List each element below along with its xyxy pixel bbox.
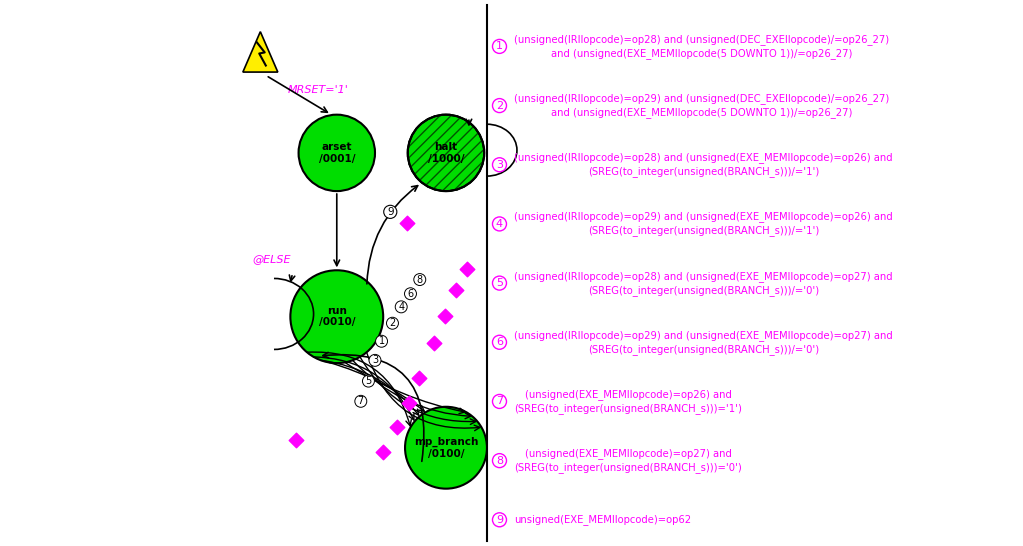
- Text: 4: 4: [496, 219, 503, 229]
- Circle shape: [299, 115, 375, 191]
- Text: 1: 1: [496, 41, 503, 51]
- Text: 9: 9: [496, 515, 503, 525]
- Text: arset
/0001/: arset /0001/: [318, 142, 355, 164]
- Text: 7: 7: [496, 396, 503, 406]
- Text: 2: 2: [390, 318, 396, 328]
- Text: 5: 5: [365, 376, 371, 386]
- Text: 8: 8: [416, 275, 422, 284]
- Text: MRSET='1': MRSET='1': [287, 85, 349, 95]
- Circle shape: [405, 407, 487, 489]
- Circle shape: [408, 115, 484, 191]
- Text: 9: 9: [387, 207, 394, 217]
- Text: (unsigned(IRIIopcode)=op28) and (unsigned(EXE_MEMIIopcode)=op27) and
(SREG(to_in: (unsigned(IRIIopcode)=op28) and (unsigne…: [515, 271, 893, 295]
- Point: [426, 339, 442, 347]
- Text: 8: 8: [496, 455, 503, 466]
- Point: [401, 399, 417, 407]
- Text: 1: 1: [379, 336, 385, 346]
- Point: [287, 435, 304, 444]
- Text: halt
/1000/: halt /1000/: [428, 142, 464, 164]
- Text: 6: 6: [407, 289, 413, 299]
- Text: @ELSE: @ELSE: [252, 254, 291, 264]
- Text: 5: 5: [496, 278, 503, 288]
- Text: 2: 2: [496, 100, 503, 111]
- Point: [448, 286, 464, 295]
- Text: 3: 3: [496, 160, 503, 170]
- Point: [437, 311, 453, 320]
- Text: 6: 6: [496, 337, 503, 347]
- Text: (unsigned(IRIIopcode)=op29) and (unsigned(EXE_MEMIIopcode)=op26) and
(SREG(to_in: (unsigned(IRIIopcode)=op29) and (unsigne…: [515, 211, 893, 236]
- Text: run
/0010/: run /0010/: [318, 306, 355, 328]
- Text: 4: 4: [398, 302, 404, 312]
- Text: (unsigned(IRIIopcode)=op28) and (unsigned(EXE_MEMIIopcode)=op26) and
(SREG(to_in: (unsigned(IRIIopcode)=op28) and (unsigne…: [515, 152, 893, 177]
- Circle shape: [291, 270, 384, 363]
- Point: [458, 264, 475, 273]
- Point: [375, 448, 392, 456]
- Point: [389, 423, 405, 431]
- Text: (unsigned(EXE_MEMIIopcode)=op27) and
(SREG(to_integer(unsigned(BRANCH_s)))='0'): (unsigned(EXE_MEMIIopcode)=op27) and (SR…: [515, 448, 742, 473]
- Text: (unsigned(EXE_MEMIIopcode)=op26) and
(SREG(to_integer(unsigned(BRANCH_s)))='1'): (unsigned(EXE_MEMIIopcode)=op26) and (SR…: [515, 389, 742, 414]
- Point: [399, 218, 415, 227]
- Polygon shape: [242, 32, 278, 72]
- Text: (unsigned(IRIIopcode)=op28) and (unsigned(DEC_EXEIIopcode)/=op26_27)
and (unsign: (unsigned(IRIIopcode)=op28) and (unsigne…: [515, 34, 889, 59]
- Text: (unsigned(IRIIopcode)=op29) and (unsigned(DEC_EXEIIopcode)/=op26_27)
and (unsign: (unsigned(IRIIopcode)=op29) and (unsigne…: [515, 93, 889, 118]
- Text: (unsigned(IRIIopcode)=op29) and (unsigned(EXE_MEMIIopcode)=op27) and
(SREG(to_in: (unsigned(IRIIopcode)=op29) and (unsigne…: [515, 330, 893, 355]
- Text: mp_branch
/0100/: mp_branch /0100/: [413, 437, 478, 459]
- Text: 7: 7: [358, 396, 364, 406]
- Point: [410, 373, 427, 382]
- Text: unsigned(EXE_MEMIIopcode)=op62: unsigned(EXE_MEMIIopcode)=op62: [515, 514, 692, 525]
- Text: 3: 3: [372, 355, 379, 365]
